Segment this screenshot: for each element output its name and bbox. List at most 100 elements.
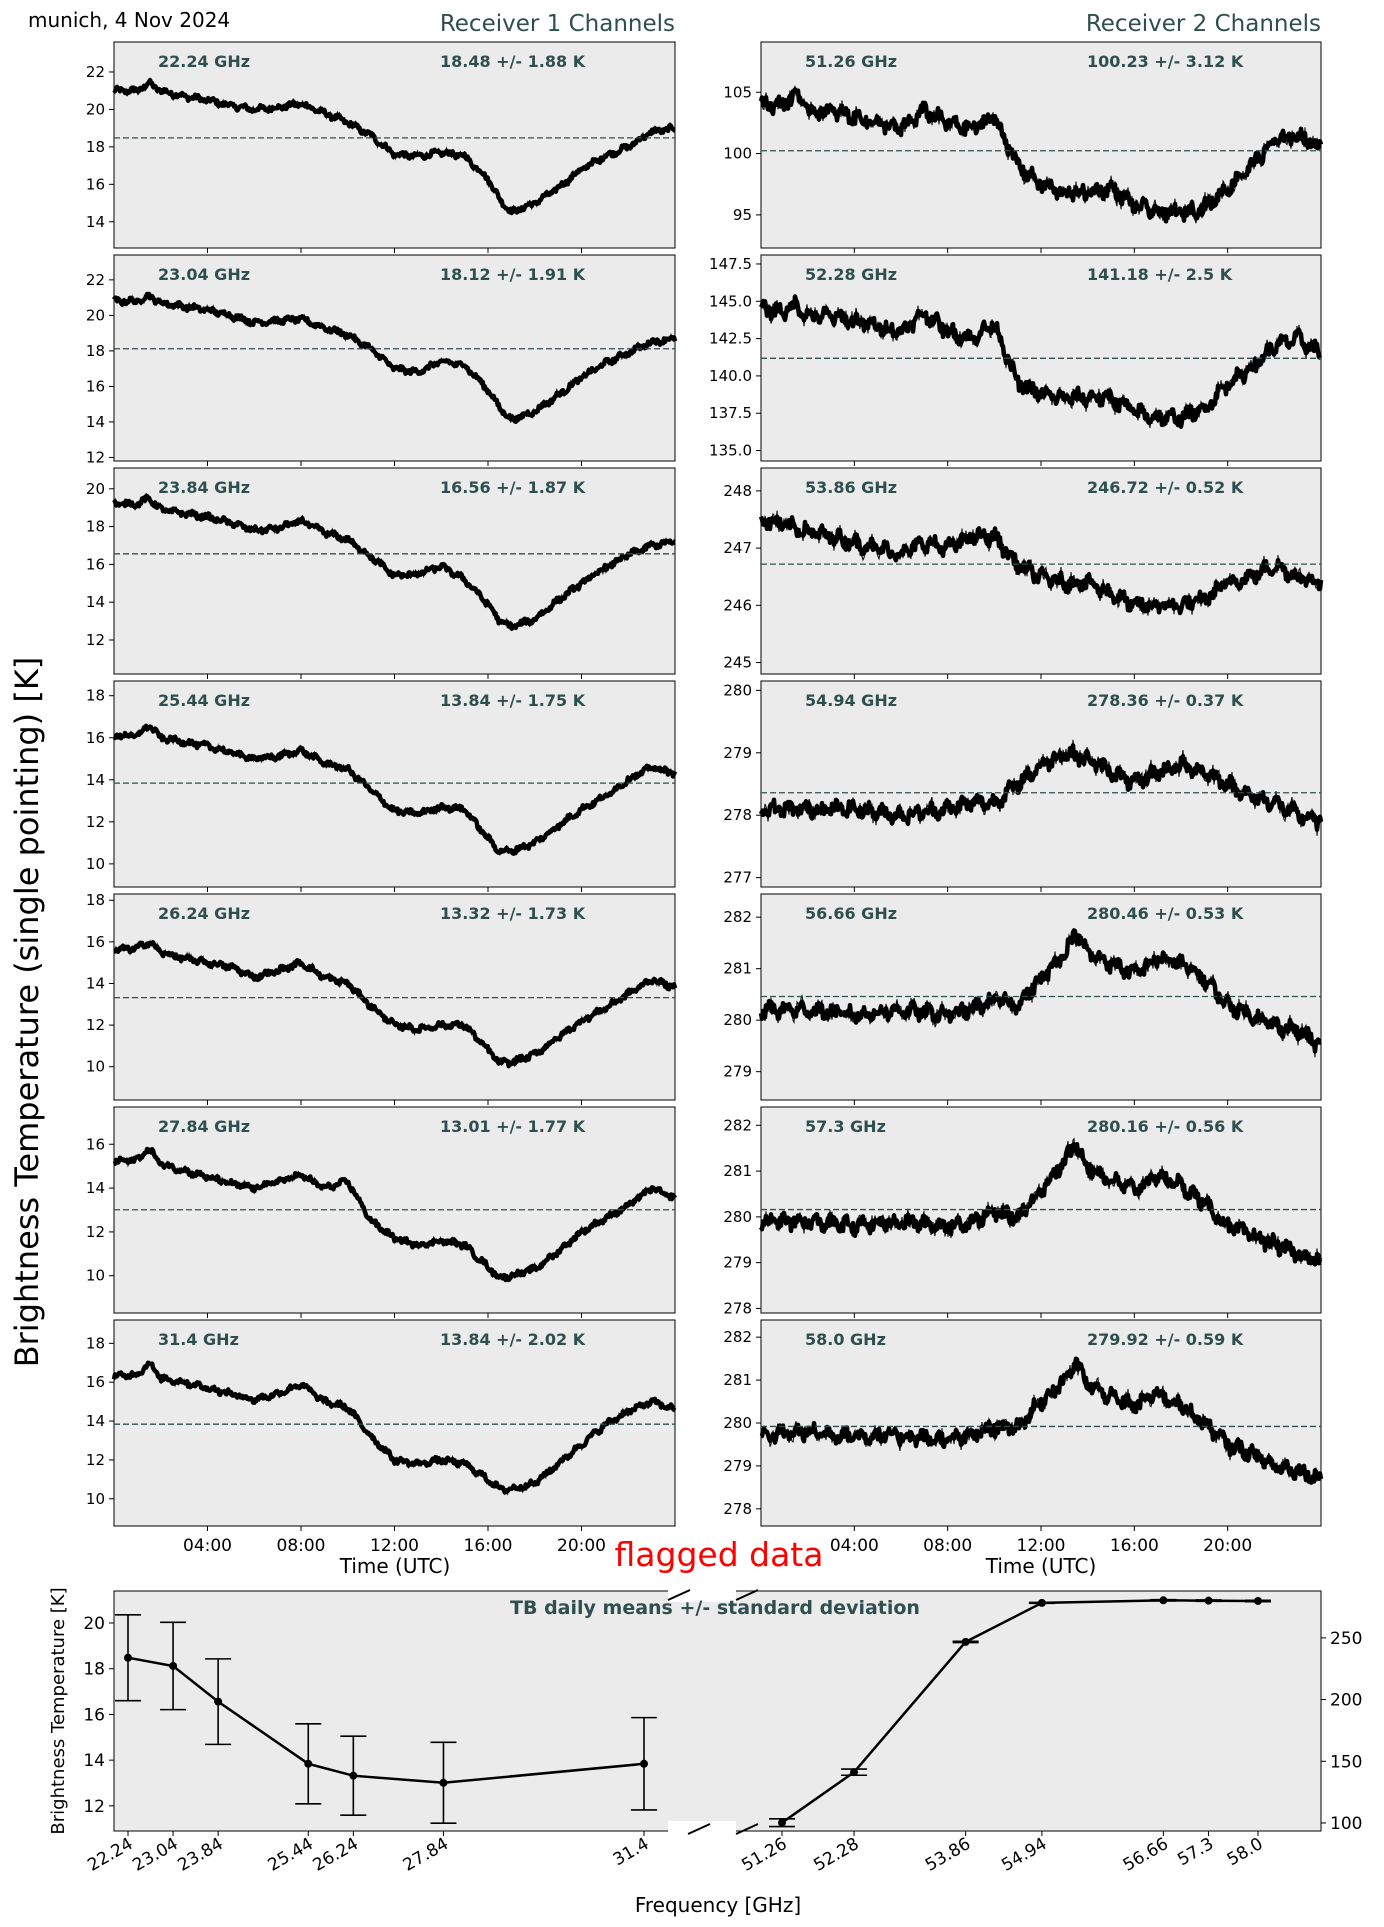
series-trace-noise (760, 1358, 1322, 1485)
time-axis-label-rx2: Time (UTC) (985, 1554, 1097, 1578)
frequency-tick-label: 57.3 (1174, 1834, 1217, 1870)
y-tick-label: 10 (86, 1058, 105, 1076)
y-tick-label: 14 (86, 1412, 105, 1430)
rx2-panel-5: 279 280 281 282 56.66 GHz 280.46 +/- 0.53 K (723, 893, 1323, 1105)
channel-frequency-label: 52.28 GHz (805, 265, 897, 284)
y-tick-label: 147.5 (709, 255, 752, 273)
channel-stat-label: 246.72 +/- 0.52 K (1087, 478, 1244, 497)
channel-stat-label: 280.16 +/- 0.56 K (1087, 1117, 1244, 1136)
channel-stat-label: 278.36 +/- 0.37 K (1087, 691, 1244, 710)
y-tick-label: 281 (723, 960, 752, 978)
rx2-panel-2: 135.0 137.5 140.0 142.5 145.0 147.5 52.28 GHz 1… (709, 254, 1323, 466)
series-trace-noise (760, 1137, 1322, 1266)
channel-stat-label: 100.23 +/- 3.12 K (1087, 52, 1244, 71)
y-tick-label: 247 (723, 539, 752, 557)
y-tick-label: 12 (86, 1223, 105, 1241)
frequency-tick-label: 56.66 (1120, 1834, 1172, 1876)
y-tick-label: 12 (86, 631, 105, 649)
y-tick-label: 105 (723, 83, 752, 101)
channel-frequency-label: 23.04 GHz (158, 265, 250, 284)
rx1-panel-1: 14 16 18 20 22 22.24 GHz 18.48 +/- 1.88 K (86, 41, 677, 253)
mean-point (961, 1637, 970, 1646)
x-tick-label: 16:00 (464, 1536, 513, 1556)
y-tick-label: 16 (86, 377, 105, 395)
frequency-tick-label: 22.24 (84, 1834, 136, 1876)
y-tick-label: 14 (86, 213, 105, 231)
summary-background (113, 1590, 1322, 1832)
summary-y-tick-label: 16 (83, 1705, 105, 1725)
y-tick-label: 281 (723, 1162, 752, 1180)
channel-stat-label: 141.18 +/- 2.5 K (1087, 265, 1233, 284)
channel-frequency-label: 54.94 GHz (805, 691, 897, 710)
mean-point (1159, 1596, 1168, 1605)
y-tick-label: 16 (86, 729, 105, 747)
y-tick-label: 145.0 (709, 292, 752, 310)
channel-frequency-label: 51.26 GHz (805, 52, 897, 71)
frequency-tick-label: 25.44 (265, 1834, 317, 1876)
y-tick-label: 248 (723, 482, 752, 500)
panel-background (113, 467, 676, 675)
rx1-panel-4: 10 12 14 16 18 25.44 GHz 13.84 +/- 1.75 K (86, 680, 678, 892)
series-trace-noise (113, 724, 676, 856)
y-tick-label: 282 (723, 908, 752, 926)
rx1-panel-6: 10 12 14 16 27.84 GHz 13.01 +/- 1.77 K (86, 1106, 677, 1318)
panel-background (113, 254, 676, 462)
y-tick-label: 10 (86, 1490, 105, 1508)
x-tick-label: 08:00 (277, 1536, 326, 1556)
y-tick-label: 20 (86, 480, 105, 498)
y-tick-label: 12 (86, 813, 105, 831)
channel-stat-label: 13.84 +/- 2.02 K (440, 1330, 586, 1349)
y-tick-label: 14 (86, 413, 105, 431)
y-tick-label: 282 (723, 1328, 752, 1346)
channel-stat-label: 18.48 +/- 1.88 K (440, 52, 586, 71)
frequency-tick-label: 52.28 (810, 1834, 862, 1876)
y-tick-label: 18 (86, 891, 105, 909)
mean-point (439, 1778, 448, 1787)
y-tick-label: 22 (86, 271, 105, 289)
panel-background (760, 1319, 1322, 1527)
y-tick-label: 14 (86, 593, 105, 611)
y-tick-label: 16 (86, 1135, 105, 1153)
axis-break-mark (735, 1589, 759, 1601)
y-tick-label: 22 (86, 63, 105, 81)
x-tick-label: 20:00 (1203, 1536, 1252, 1556)
y-tick-label: 142.5 (709, 330, 752, 348)
y-tick-label: 279 (723, 1457, 752, 1475)
x-tick-label: 20:00 (557, 1536, 606, 1556)
series-trace-noise (760, 933, 1322, 1058)
mean-point (304, 1759, 313, 1768)
y-tick-label: 12 (86, 1451, 105, 1469)
frequency-tick-label: 58.0 (1224, 1834, 1267, 1870)
channel-stat-label: 16.56 +/- 1.87 K (440, 478, 586, 497)
y-tick-label: 140.0 (709, 367, 752, 385)
y-tick-label: 16 (86, 933, 105, 951)
summary-y2-tick-label: 250 (1330, 1629, 1362, 1649)
main-y-axis-label: Brightness Temperature (single pointing)… (8, 657, 46, 1368)
rx2-panel-6: 278 279 280 281 282 57.3 GHz 280.16 +/- 0.56 K (723, 1106, 1323, 1318)
series-trace-noise (113, 1147, 676, 1280)
panel-background (113, 41, 676, 249)
frequency-tick-label: 23.84 (174, 1834, 226, 1876)
series-trace-noise (760, 510, 1322, 616)
channel-frequency-label: 31.4 GHz (158, 1330, 239, 1349)
series-trace-noise (113, 291, 676, 425)
frequency-tick-label: 54.94 (998, 1834, 1050, 1876)
rx2-panel-1: 95 100 105 51.26 GHz 100.23 +/- 3.12 K (723, 41, 1324, 253)
channel-frequency-label: 27.84 GHz (158, 1117, 250, 1136)
y-tick-label: 281 (723, 1371, 752, 1389)
summary-y-tick-label: 20 (83, 1614, 105, 1634)
channel-frequency-label: 25.44 GHz (158, 691, 250, 710)
y-tick-label: 279 (723, 744, 752, 762)
frequency-tick-label: 27.84 (400, 1834, 452, 1876)
summary-title: TB daily means +/- standard deviation (510, 1597, 920, 1619)
y-tick-label: 18 (86, 687, 105, 705)
flagged-data-label: flagged data (615, 1535, 824, 1574)
y-tick-label: 16 (86, 555, 105, 573)
y-tick-label: 280 (723, 681, 752, 699)
y-tick-label: 278 (723, 1500, 752, 1518)
mean-point (169, 1661, 178, 1670)
y-tick-label: 245 (723, 654, 752, 672)
y-tick-label: 135.0 (709, 442, 752, 460)
